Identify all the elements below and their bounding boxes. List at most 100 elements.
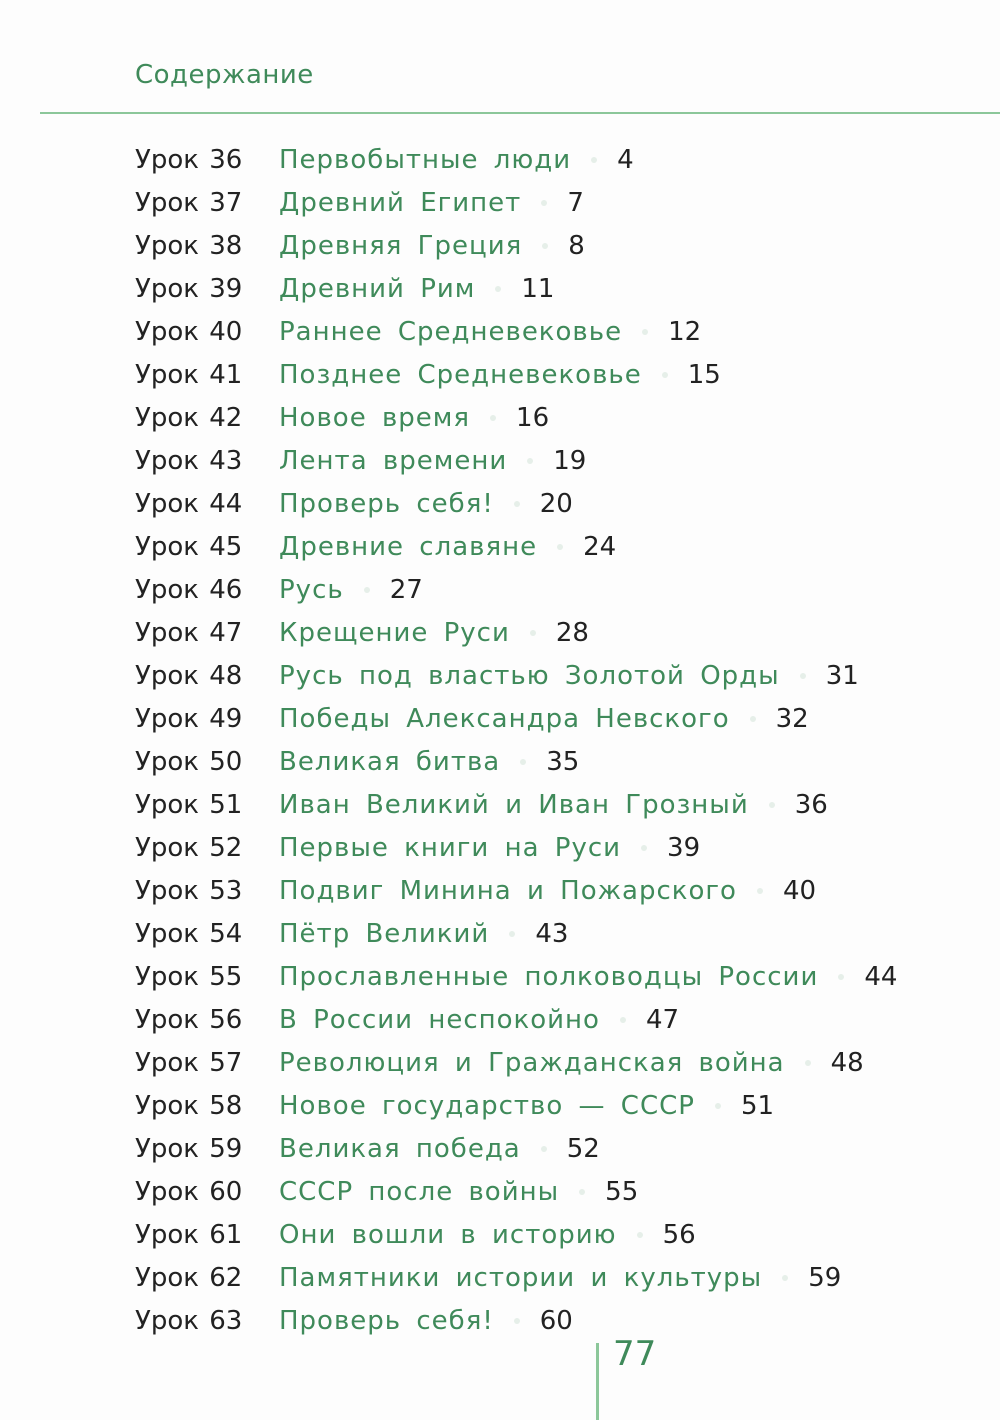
lesson-number: Урок 39 bbox=[135, 273, 243, 304]
toc-entry: Урок 41 Позднее Средневековье 15 bbox=[135, 353, 897, 396]
lesson-number: Урок 55 bbox=[135, 961, 243, 992]
page-ref: 27 bbox=[389, 574, 423, 605]
toc-entry: Урок 62 Памятники истории и культуры 59 bbox=[135, 1256, 897, 1299]
toc-entry: Урок 60 СССР после войны 55 bbox=[135, 1170, 897, 1213]
toc-entry: Урок 38 Древняя Греция 8 bbox=[135, 224, 897, 267]
page-ref: 4 bbox=[617, 144, 634, 175]
page-ref: 16 bbox=[516, 402, 550, 433]
lesson-title: Древний Египет bbox=[279, 187, 522, 218]
page-ref: 7 bbox=[567, 187, 584, 218]
lesson-title: Проверь себя! bbox=[279, 488, 494, 519]
lesson-title: Новое время bbox=[279, 402, 471, 433]
toc-entry: Урок 51 Иван Великий и Иван Грозный 36 bbox=[135, 783, 897, 826]
lesson-number: Урок 54 bbox=[135, 918, 243, 949]
page-ref: 32 bbox=[775, 703, 809, 734]
lesson-number: Урок 45 bbox=[135, 531, 243, 562]
leader-dot bbox=[490, 414, 497, 421]
page-ref: 28 bbox=[555, 617, 589, 648]
lesson-title: Они вошли в историю bbox=[279, 1219, 617, 1250]
lesson-number: Урок 53 bbox=[135, 875, 243, 906]
leader-dot bbox=[661, 371, 668, 378]
lesson-number: Урок 56 bbox=[135, 1004, 243, 1035]
leader-dot bbox=[509, 930, 516, 937]
lesson-title: Революция и Гражданская война bbox=[279, 1047, 785, 1078]
page-ref: 43 bbox=[535, 918, 569, 949]
page-ref: 35 bbox=[546, 746, 580, 777]
toc-entry: Урок 45 Древние славяне 24 bbox=[135, 525, 897, 568]
lesson-number: Урок 36 bbox=[135, 144, 243, 175]
page-ref: 19 bbox=[553, 445, 587, 476]
page-ref: 51 bbox=[740, 1090, 775, 1121]
lesson-title: Позднее Средневековье bbox=[279, 359, 642, 390]
page-ref: 12 bbox=[668, 316, 702, 347]
lesson-number: Урок 60 bbox=[135, 1176, 243, 1207]
lesson-number: Урок 62 bbox=[135, 1262, 243, 1293]
leader-dot bbox=[782, 1274, 789, 1281]
lesson-number: Урок 38 bbox=[135, 230, 243, 261]
lesson-number: Урок 37 bbox=[135, 187, 243, 218]
lesson-title: Великая битва bbox=[279, 746, 501, 777]
leader-dot bbox=[542, 242, 549, 249]
toc-entry: Урок 36 Первобытные люди 4 bbox=[135, 138, 897, 181]
leader-dot bbox=[641, 844, 648, 851]
page-ref: 39 bbox=[667, 832, 701, 863]
leader-dot bbox=[619, 1016, 626, 1023]
toc-entry: Урок 61 Они вошли в историю 56 bbox=[135, 1213, 897, 1256]
lesson-title: Иван Великий и Иван Грозный bbox=[279, 789, 749, 820]
lesson-number: Урок 52 bbox=[135, 832, 243, 863]
lesson-title: Крещение Руси bbox=[279, 617, 510, 648]
lesson-number: Урок 63 bbox=[135, 1305, 243, 1336]
lesson-title: Победы Александра Невского bbox=[279, 703, 730, 734]
page-ref: 52 bbox=[566, 1133, 600, 1164]
lesson-title: Первые книги на Руси bbox=[279, 832, 622, 863]
toc-entry: Урок 43 Лента времени 19 bbox=[135, 439, 897, 482]
page-ref: 56 bbox=[662, 1219, 696, 1250]
toc-entry: Урок 42 Новое время 16 bbox=[135, 396, 897, 439]
page-ref: 59 bbox=[808, 1262, 842, 1293]
lesson-title: Древние славяне bbox=[279, 531, 538, 562]
page-ref: 24 bbox=[583, 531, 617, 562]
toc-entry: Урок 53 Подвиг Минина и Пожарского 40 bbox=[135, 869, 897, 912]
leader-dot bbox=[520, 758, 527, 765]
lesson-title: Русь bbox=[279, 574, 344, 605]
page-ref: 31 bbox=[825, 660, 859, 691]
toc-entry: Урок 44 Проверь себя! 20 bbox=[135, 482, 897, 525]
lesson-title: Лента времени bbox=[279, 445, 508, 476]
leader-dot bbox=[527, 457, 534, 464]
toc-entry: Урок 56 В России неспокойно 47 bbox=[135, 998, 897, 1041]
lesson-title: Первобытные люди bbox=[279, 144, 572, 175]
page-number: 77 bbox=[613, 1334, 657, 1374]
lesson-number: Урок 61 bbox=[135, 1219, 243, 1250]
leader-dot bbox=[636, 1231, 643, 1238]
lesson-title: Новое государство — СССР bbox=[279, 1090, 695, 1121]
page-ref: 40 bbox=[782, 875, 817, 906]
leader-dot bbox=[749, 715, 756, 722]
toc-entry: Урок 49 Победы Александра Невского 32 bbox=[135, 697, 897, 740]
lesson-number: Урок 49 bbox=[135, 703, 243, 734]
lesson-number: Урок 41 bbox=[135, 359, 243, 390]
lesson-title: Пётр Великий bbox=[279, 918, 490, 949]
toc-entry: Урок 58 Новое государство — СССР 51 bbox=[135, 1084, 897, 1127]
leader-dot bbox=[804, 1059, 811, 1066]
toc-entry: Урок 46 Русь 27 bbox=[135, 568, 897, 611]
leader-dot bbox=[591, 156, 598, 163]
page-title: Содержание bbox=[135, 60, 314, 90]
leader-dot bbox=[513, 1317, 520, 1324]
toc-entry: Урок 48 Русь под властью Золотой Орды 31 bbox=[135, 654, 897, 697]
leader-dot bbox=[579, 1188, 586, 1195]
lesson-title: Древняя Греция bbox=[279, 230, 523, 261]
lesson-number: Урок 59 bbox=[135, 1133, 243, 1164]
lesson-number: Урок 57 bbox=[135, 1047, 243, 1078]
lesson-title: В России неспокойно bbox=[279, 1004, 600, 1035]
page-ref: 11 bbox=[521, 273, 555, 304]
toc-entry: Урок 39 Древний Рим 11 bbox=[135, 267, 897, 310]
lesson-title: Древний Рим bbox=[279, 273, 476, 304]
leader-dot bbox=[495, 285, 502, 292]
leader-dot bbox=[756, 887, 763, 894]
lesson-number: Урок 42 bbox=[135, 402, 243, 433]
toc-entry: Урок 52 Первые книги на Руси 39 bbox=[135, 826, 897, 869]
leader-dot bbox=[799, 672, 806, 679]
lesson-number: Урок 47 bbox=[135, 617, 243, 648]
lesson-title: Раннее Средневековье bbox=[279, 316, 623, 347]
toc-entry: Урок 59 Великая победа 52 bbox=[135, 1127, 897, 1170]
